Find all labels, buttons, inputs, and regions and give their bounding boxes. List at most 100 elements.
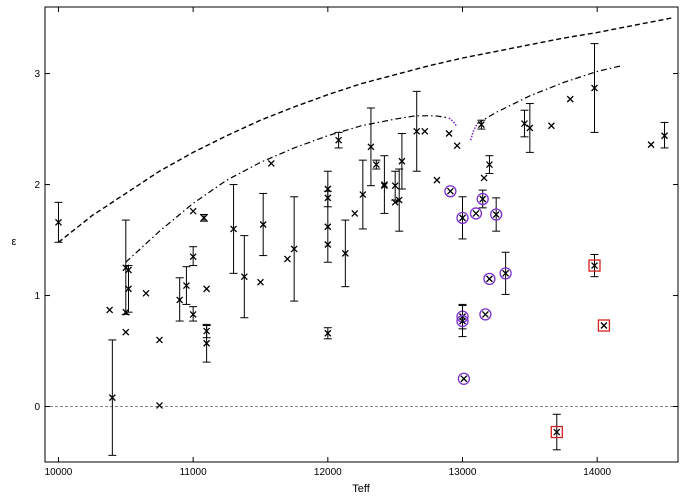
curve-dashdot: [125, 115, 450, 263]
curve-dashed: [58, 17, 672, 243]
x-marker: [257, 278, 264, 286]
data-point-x-circle: [469, 207, 483, 220]
x-marker: [367, 143, 375, 151]
x-marker: [267, 160, 275, 167]
data-point-x: [480, 174, 488, 182]
x-marker: [521, 120, 528, 127]
data-point-x-circle: [479, 308, 492, 321]
x-marker: [106, 306, 114, 314]
data-point-x: [156, 336, 163, 344]
x-marker: [380, 181, 388, 189]
x-marker: [240, 273, 248, 281]
data-point-x: [391, 198, 399, 206]
x-tick-label: 12000: [314, 467, 342, 478]
x-marker: [142, 289, 150, 297]
data-point-x-square: [588, 253, 601, 278]
x-marker: [108, 394, 116, 402]
x-marker: [547, 122, 555, 130]
data-point-x: [175, 277, 184, 322]
x-marker: [125, 285, 132, 293]
x-marker: [446, 187, 454, 195]
x-marker: [553, 428, 561, 436]
circle-marker: [479, 308, 492, 321]
data-point-x: [324, 241, 332, 248]
data-point-x: [323, 327, 332, 340]
y-tick-label: 1: [34, 291, 40, 302]
data-point-x: [189, 246, 198, 267]
data-point-x: [290, 196, 299, 302]
data-point-x: [142, 289, 150, 297]
x-marker: [156, 401, 163, 409]
data-point-x: [391, 170, 400, 201]
data-point-x: [106, 306, 114, 314]
circle-marker: [456, 314, 469, 328]
x-marker: [230, 225, 238, 233]
data-point-x-circle: [490, 197, 503, 232]
x-marker: [600, 322, 608, 329]
x-marker: [372, 161, 380, 169]
data-point-x: [189, 306, 198, 322]
y-tick-label: 2: [34, 180, 40, 191]
data-point-x: [182, 266, 191, 305]
x-marker: [259, 221, 267, 228]
data-point-x: [199, 214, 208, 222]
data-point-x: [259, 192, 268, 257]
data-point-x: [257, 278, 264, 286]
x-marker: [341, 249, 349, 257]
circle-marker: [469, 207, 483, 220]
data-point-x: [240, 235, 249, 319]
x-marker: [398, 157, 406, 165]
x-marker: [335, 136, 343, 144]
plot-frame: [44, 6, 679, 463]
y-tick-label: 3: [34, 69, 40, 80]
x-marker: [176, 296, 184, 304]
x-marker: [480, 174, 488, 182]
x-marker: [380, 182, 388, 190]
y-tick-label: 0: [34, 402, 40, 413]
data-point-x: [283, 255, 291, 263]
curve-dotted: [469, 123, 479, 141]
x-marker: [661, 132, 668, 140]
x-marker: [189, 207, 197, 215]
x-marker: [485, 161, 493, 169]
data-point-x: [189, 207, 197, 215]
x-marker: [351, 209, 359, 217]
data-point-x: [341, 219, 350, 288]
x-marker: [324, 223, 332, 231]
x-marker: [472, 209, 480, 217]
x-marker: [189, 253, 197, 261]
data-point-x: [547, 122, 555, 130]
x-marker: [591, 84, 598, 92]
x-marker: [122, 328, 130, 336]
data-point-x: [108, 339, 117, 456]
data-point-x-circle: [456, 305, 469, 338]
x-marker: [433, 176, 441, 184]
data-point-x: [358, 159, 367, 230]
data-point-x: [647, 141, 655, 149]
x-marker: [290, 245, 298, 253]
x-marker: [55, 218, 62, 226]
data-point-x-circle: [476, 189, 489, 209]
x-marker: [502, 269, 510, 277]
data-point-x: [202, 325, 211, 363]
x-marker: [200, 214, 208, 222]
x-marker: [182, 282, 190, 290]
data-point-x-circle: [444, 185, 457, 198]
x-marker: [324, 241, 332, 248]
x-tick-label: 14000: [583, 467, 611, 478]
data-point-x-circle: [456, 196, 469, 240]
data-point-x-circle: [457, 372, 471, 385]
data-point-x: [412, 90, 421, 172]
y-axis-label: ε: [12, 236, 17, 248]
x-marker: [460, 375, 468, 383]
data-point-x: [590, 43, 599, 133]
circle-marker: [499, 267, 512, 280]
data-point-x: [380, 155, 389, 214]
x-marker: [459, 317, 466, 325]
x-marker: [203, 339, 211, 347]
x-marker: [453, 142, 461, 150]
circle-marker: [457, 372, 471, 385]
x-tick-label: 11000: [180, 467, 208, 478]
data-point-x: [421, 127, 429, 135]
